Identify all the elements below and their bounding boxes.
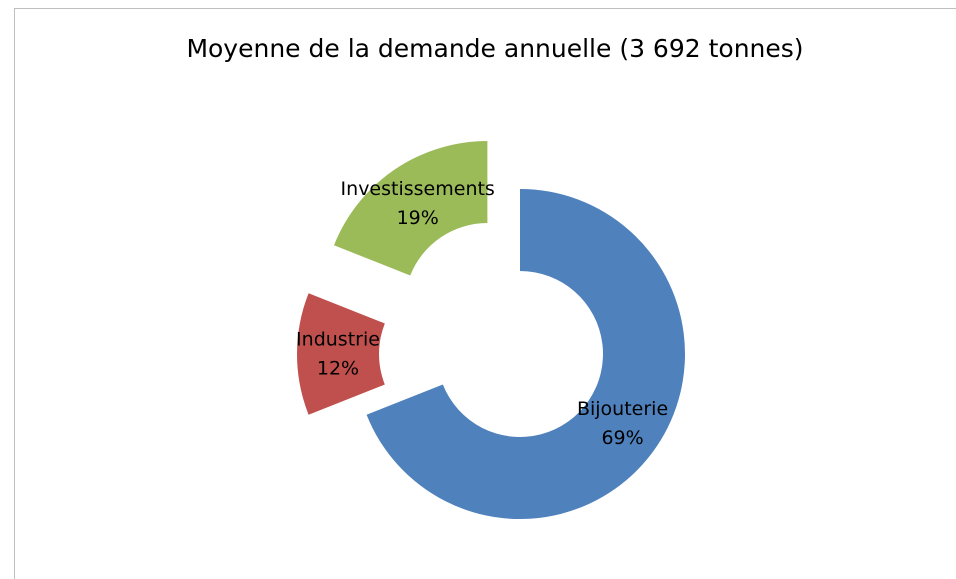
slice-label: Industrie	[296, 329, 380, 351]
donut-slice	[366, 189, 686, 519]
donut-slice	[333, 141, 488, 276]
slice-label: Bijouterie	[577, 398, 668, 420]
slice-value: 19%	[397, 207, 439, 229]
slice-value: 12%	[317, 358, 359, 380]
donut-slice	[297, 293, 385, 415]
slice-value: 69%	[601, 427, 643, 449]
chart-title: Moyenne de la demande annuelle (3 692 to…	[186, 34, 803, 63]
slice-label: Investissements	[341, 178, 495, 200]
